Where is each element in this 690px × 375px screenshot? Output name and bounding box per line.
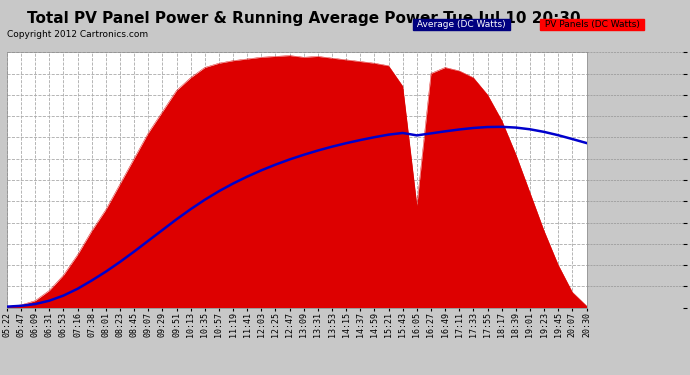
Text: Copyright 2012 Cartronics.com: Copyright 2012 Cartronics.com xyxy=(7,30,148,39)
Text: PV Panels (DC Watts): PV Panels (DC Watts) xyxy=(542,20,642,29)
Text: Total PV Panel Power & Running Average Power Tue Jul 10 20:30: Total PV Panel Power & Running Average P… xyxy=(27,11,580,26)
Text: Average (DC Watts): Average (DC Watts) xyxy=(414,20,509,29)
